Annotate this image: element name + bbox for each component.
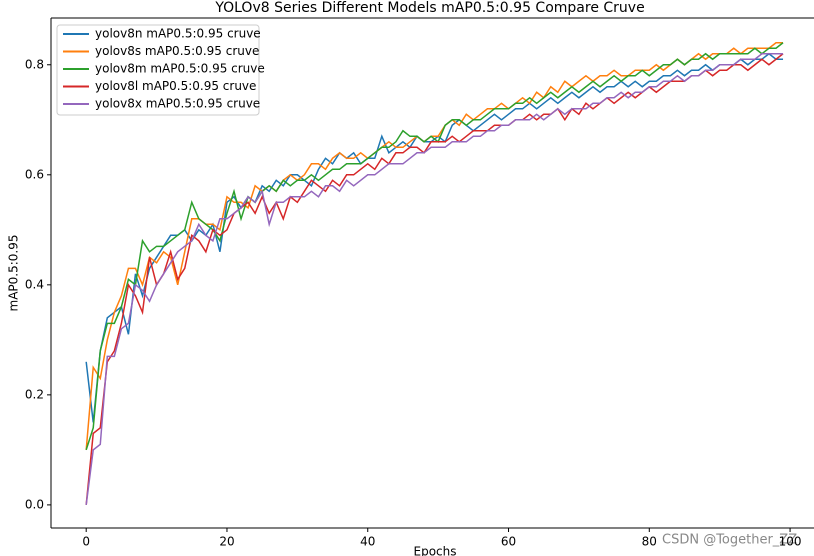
legend-label: yolov8l mAP0.5:0.95 cruve [95,79,256,93]
legend-label: yolov8m mAP0.5:0.95 cruve [95,62,265,76]
x-tick-label: 60 [501,535,516,549]
legend-label: yolov8s mAP0.5:0.95 cruve [95,44,259,58]
chart-title: YOLOv8 Series Different Models mAP0.5:0.… [214,0,644,16]
legend-label: yolov8n mAP0.5:0.95 cruve [95,27,261,41]
y-tick-label: 0.6 [25,167,44,181]
x-axis-label: Epochs [414,545,457,556]
y-tick-label: 0.0 [25,497,44,511]
legend-label: yolov8x mAP0.5:0.95 cruve [95,97,260,111]
series-line [85,53,784,505]
x-tick-label: 0 [82,535,90,549]
y-tick-label: 0.2 [25,387,44,401]
y-axis-label: mAP0.5:0.95 [7,235,21,312]
x-tick-label: 100 [779,535,802,549]
x-tick-label: 40 [360,535,375,549]
legend [56,24,260,116]
watermark: CSDN @Together_ZZ [662,533,797,548]
series-line [85,42,784,451]
x-tick-label: 20 [219,535,234,549]
plot-area [85,42,784,505]
x-tick-label: 80 [642,535,657,549]
y-tick-label: 0.4 [25,277,44,291]
y-tick-label: 0.8 [25,57,44,71]
series-line [85,53,784,505]
